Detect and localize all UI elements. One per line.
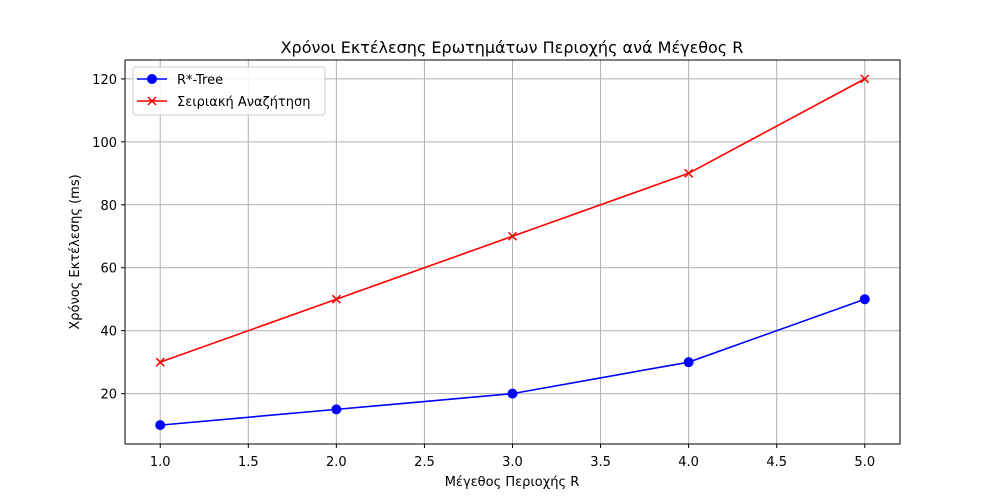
chart-title: Χρόνοι Εκτέλεσης Ερωτημάτων Περιοχής ανά… — [281, 38, 744, 57]
legend-label: R*-Tree — [177, 73, 223, 88]
series-2-point-stroke — [331, 294, 341, 304]
x-tick-label: 1.0 — [150, 455, 171, 470]
y-tick-label: 40 — [100, 325, 117, 340]
x-axis-title: Μέγεθος Περιοχής R — [445, 475, 580, 490]
series-2-point-stroke — [684, 168, 694, 178]
x-tick-label: 3.5 — [590, 455, 611, 470]
series-layer — [155, 74, 870, 431]
legend-marker — [147, 96, 157, 106]
x-tick-label: 2.0 — [326, 455, 347, 470]
legend-box — [132, 66, 326, 116]
series-2-point — [860, 74, 870, 84]
y-axis: 20 40 60 80 100 120 — [92, 73, 125, 403]
series-2 — [155, 74, 870, 367]
x-tick-label: 4.0 — [678, 455, 699, 470]
grid — [125, 60, 900, 444]
x-tick-label: 3.0 — [502, 455, 523, 470]
series-1-point — [859, 294, 870, 305]
series-2-point — [684, 168, 694, 178]
series-2-point — [507, 231, 518, 241]
series-2-point — [155, 357, 165, 367]
series-2-point — [331, 294, 341, 304]
series-2-point-stroke — [860, 74, 870, 84]
series-2-point-stroke — [507, 231, 518, 241]
x-tick-label: 1.5 — [238, 455, 259, 470]
series-1 — [155, 294, 870, 431]
x-tick-label: 4.5 — [766, 455, 787, 470]
series-2-point-stroke — [155, 357, 165, 367]
legend-marker-stroke — [147, 96, 157, 106]
x-tick-label: 2.5 — [414, 455, 435, 470]
y-tick-label: 80 — [100, 199, 117, 214]
x-tick-label: 5.0 — [854, 455, 875, 470]
legend-marker — [147, 74, 157, 84]
x-axis: 1.0 1.5 2.0 2.5 3.0 3.5 4.0 4.5 5.0 — [150, 444, 875, 470]
y-tick-label: 100 — [92, 136, 117, 151]
legend: R*-Tree Σειριακή Αναζήτηση — [132, 66, 326, 116]
y-tick-label: 20 — [100, 388, 117, 403]
y-axis-title: Χρόνος Εκτέλεσης (ms) — [68, 174, 83, 329]
y-tick-label: 60 — [100, 262, 117, 277]
legend-label: Σειριακή Αναζήτηση — [177, 95, 310, 110]
series-1-point — [155, 420, 166, 431]
y-tick-label: 120 — [92, 73, 117, 88]
series-1-point — [507, 388, 518, 399]
series-1-point — [331, 404, 342, 415]
series-1-point — [683, 357, 694, 368]
